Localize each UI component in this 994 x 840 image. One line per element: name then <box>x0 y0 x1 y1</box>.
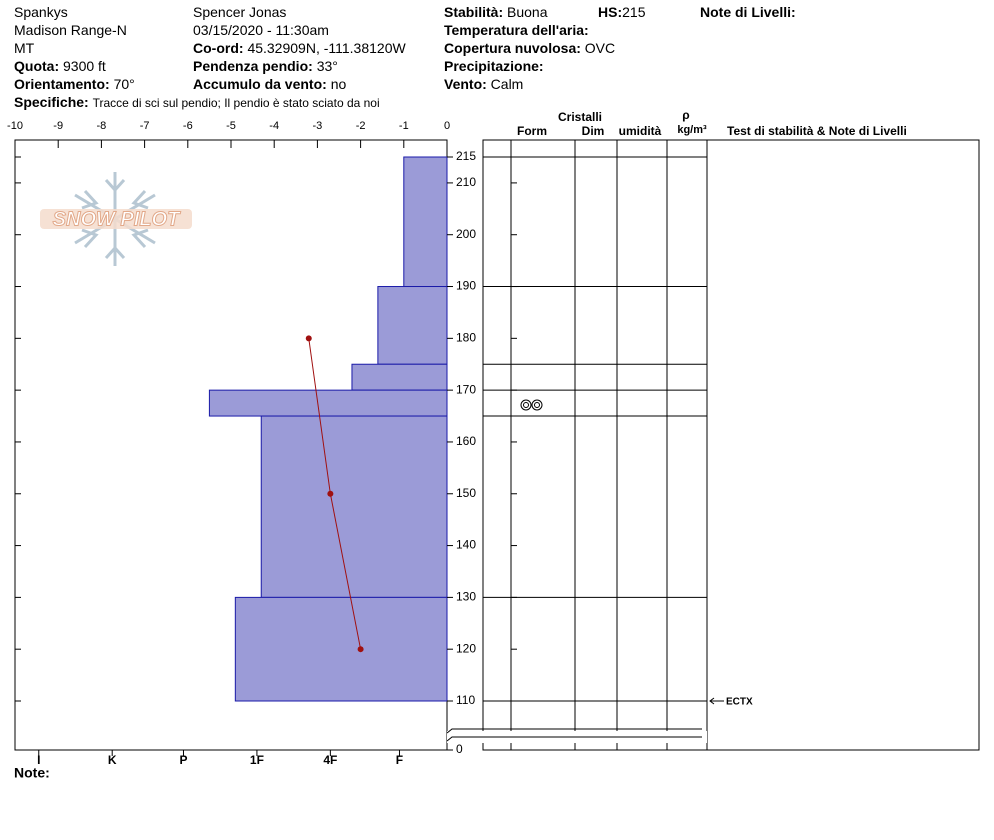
x-tick-label: -1 <box>399 120 409 132</box>
hardness-tick-label: 4F <box>323 753 337 767</box>
hardness-bar <box>377 286 448 365</box>
x-tick-label: -9 <box>53 120 63 132</box>
hardness-tick-label: K <box>108 753 117 767</box>
y-tick-label: 200 <box>456 227 476 241</box>
hardness-tick-label: 1F <box>250 753 264 767</box>
test-arrow <box>709 697 724 705</box>
observer: Spencer Jonas <box>193 4 287 20</box>
y-tick-label: 140 <box>456 538 476 552</box>
y-tick-label: 160 <box>456 434 476 448</box>
y-tick-label: 180 <box>456 331 476 345</box>
crystals-header: Cristalli <box>558 110 602 124</box>
field-label: Copertura nuvolosa: <box>444 40 581 56</box>
field-value: 33° <box>316 58 338 74</box>
field-value: 215 <box>622 4 646 20</box>
field-label: HS: <box>598 4 623 20</box>
field-label: Precipitazione: <box>444 58 544 74</box>
x-tick-label: -8 <box>97 120 107 132</box>
footer: Note: <box>14 765 50 781</box>
field: Accumulo da vento: no <box>193 76 346 92</box>
datetime: 03/15/2020 - 11:30am <box>193 22 329 38</box>
temperature-point <box>357 646 364 653</box>
hardness-tick-label: P <box>179 753 187 767</box>
crystal-symbol <box>520 399 543 411</box>
x-tick-label: -4 <box>269 120 279 132</box>
field: Pendenza pendio: 33° <box>193 58 338 74</box>
field-value: OVC <box>584 40 616 56</box>
x-tick-label: 0 <box>444 120 450 132</box>
x-tick-label: -5 <box>226 120 236 132</box>
field-value: Calm <box>490 76 524 92</box>
field-value: 45.32909N, -111.38120W <box>247 40 406 56</box>
field-value: no <box>330 76 347 92</box>
hardness-bar <box>403 156 448 288</box>
y-tick-label: 0 <box>456 742 463 756</box>
field-value: 9300 ft <box>63 58 106 74</box>
field-label: Note di Livelli: <box>700 4 796 20</box>
y-tick-label: 210 <box>456 175 476 189</box>
field-label: Temperatura dell'aria: <box>444 22 589 38</box>
density-unit: kg/m³ <box>677 124 707 136</box>
y-tick-label: 110 <box>456 693 475 707</box>
hardness-bar <box>234 596 448 702</box>
x-tick-label: -6 <box>183 120 193 132</box>
field: Orientamento: 70° <box>14 76 135 92</box>
y-tick-label: 150 <box>456 486 476 500</box>
y-tick-label: 190 <box>456 279 476 293</box>
field: Specifiche: Tracce di sci sul pendio; Il… <box>14 94 380 111</box>
hardness-bar <box>208 389 448 417</box>
hardness-bar <box>351 363 448 391</box>
y-tick-label: 215 <box>456 149 476 163</box>
field-value: Buona <box>507 4 548 20</box>
temperature-point <box>327 490 334 497</box>
logo-text: SNOW PILOT <box>53 208 181 230</box>
field-label: Pendenza pendio: <box>193 58 313 74</box>
hardness-tick-label: I <box>37 753 40 767</box>
temperature-point <box>305 335 312 342</box>
y-tick-label: 130 <box>456 590 476 604</box>
field: HS:215 <box>598 4 645 20</box>
field: Co-ord: 45.32909N, -111.38120W <box>193 40 406 56</box>
field-label: Specifiche: <box>14 94 89 110</box>
site: Spankys <box>14 4 68 20</box>
axis-break <box>446 728 702 734</box>
field-label: Stabilità: <box>444 4 504 20</box>
field: Precipitazione: <box>444 58 544 74</box>
axis-break <box>446 736 702 742</box>
y-tick-label: 170 <box>456 382 476 396</box>
x-tick-label: -10 <box>7 120 23 132</box>
test-label: ECTX <box>726 697 753 708</box>
moisture-header: umidità <box>619 124 662 138</box>
table-frame <box>482 139 980 751</box>
field-label: Vento: <box>444 76 487 92</box>
logo-band <box>40 209 192 229</box>
field-value: Tracce di sci sul pendio; Il pendio è st… <box>92 96 380 110</box>
state: MT <box>14 40 35 56</box>
field: Stabilità: Buona <box>444 4 548 20</box>
size-header: Dim <box>582 124 605 138</box>
range: Madison Range-N <box>14 22 127 38</box>
density-header: ρ <box>682 108 689 122</box>
field-value: 70° <box>113 76 135 92</box>
x-tick-label: -3 <box>313 120 323 132</box>
field-label: Quota: <box>14 58 60 74</box>
x-tick-label: -7 <box>140 120 150 132</box>
field-label: Co-ord: <box>193 40 244 56</box>
form-header: Form <box>517 124 547 138</box>
field: Temperatura dell'aria: <box>444 22 589 38</box>
field-label: Accumulo da vento: <box>193 76 327 92</box>
field: Vento: Calm <box>444 76 523 92</box>
field-label: Orientamento: <box>14 76 110 92</box>
field: Quota: 9300 ft <box>14 58 106 74</box>
hardness-bar <box>260 415 448 598</box>
field: Note di Livelli: <box>700 4 796 20</box>
notes-header: Test di stabilità & Note di Livelli <box>727 124 907 138</box>
field: Copertura nuvolosa: OVC <box>444 40 615 56</box>
x-tick-label: -2 <box>356 120 366 132</box>
hardness-tick-label: F <box>396 753 403 767</box>
y-tick-label: 120 <box>456 641 476 655</box>
